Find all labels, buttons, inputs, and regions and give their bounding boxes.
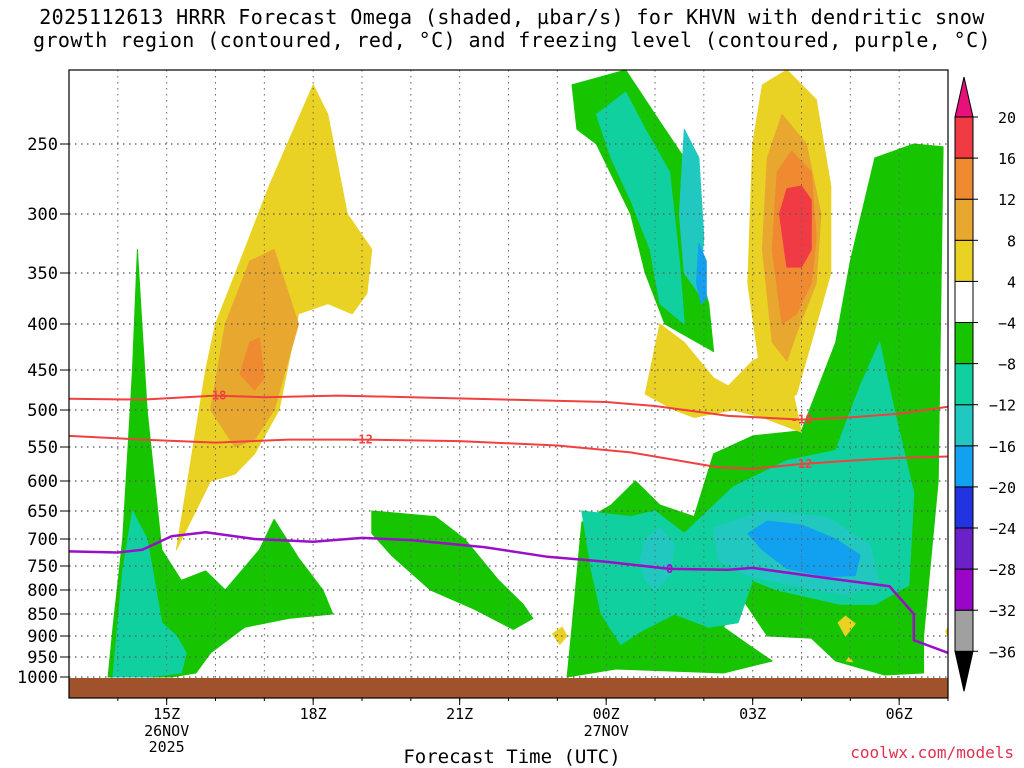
watermark-link[interactable]: coolwx.com/models (850, 743, 1014, 762)
colorbar-swatch--36 (954, 609, 974, 652)
colorbar-swatch--12 (954, 363, 974, 406)
colorbar-label--20: −20 (989, 479, 1016, 497)
colorbar-swatch--16 (954, 404, 974, 447)
colorbar-label--24: −24 (989, 520, 1016, 538)
y-tick-label-650: 650 (27, 502, 58, 522)
colorbar-label--16: −16 (989, 438, 1016, 456)
colorbar-label-12: 12 (998, 191, 1016, 209)
contour-minus18 (69, 394, 948, 421)
colorbar-label--8: −8 (998, 356, 1016, 374)
y-tick-label-600: 600 (27, 472, 58, 492)
y-tick-label-450: 450 (27, 361, 58, 381)
x-sublabel-15Z-0: 26NOV (144, 722, 189, 740)
colorbar-swatch--20 (954, 445, 974, 488)
colorbar-swatch--32 (954, 568, 974, 611)
ground-strip (69, 678, 948, 698)
x-sublabel-15Z-1: 2025 (149, 738, 185, 756)
colorbar-swatch-12 (954, 157, 974, 200)
colorbar-label-4: 4 (1007, 273, 1016, 291)
x-tick-label-00Z: 00Z (593, 705, 620, 723)
x-tick-label-15Z: 15Z (153, 705, 180, 723)
colorbar-label--28: −28 (989, 561, 1016, 579)
colorbar-label-20: 20 (998, 109, 1016, 127)
chart-title: 2025112613 HRRR Forecast Omega (shaded, … (0, 6, 1024, 52)
y-tick-label-950: 950 (27, 648, 58, 668)
y-tick-label-250: 250 (27, 135, 58, 155)
y-tick-label-750: 750 (27, 557, 58, 577)
freezing-level-contour-label-0: 0 (666, 562, 673, 576)
colorbar-label-8: 8 (1007, 232, 1016, 250)
colorbar-swatch-4 (954, 239, 974, 282)
omega-region-21 (837, 615, 856, 637)
omega-region-5 (639, 527, 675, 591)
contour-minus12-label-0: -12 (351, 433, 373, 447)
omega-region-20 (551, 626, 568, 645)
y-tick-label-550: 550 (27, 438, 58, 458)
title-line-2: growth region (contoured, red, °C) and f… (33, 28, 991, 52)
x-tick-label-06Z: 06Z (886, 705, 913, 723)
y-tick-label-500: 500 (27, 401, 58, 421)
y-tick-label-1000: 1000 (17, 668, 58, 688)
omega-region-14 (239, 337, 265, 391)
colorbar-swatch--4 (954, 280, 974, 323)
colorbar-swatch--24 (954, 486, 974, 529)
y-tick-label-800: 800 (27, 581, 58, 601)
colorbar-swatch-16 (954, 116, 974, 159)
y-tick-label-350: 350 (27, 264, 58, 284)
contour-minus12 (69, 434, 948, 470)
y-tick-label-300: 300 (27, 205, 58, 225)
x-sublabel-00Z-0: 27NOV (584, 722, 629, 740)
colorbar-bottom-triangle (954, 650, 974, 692)
colorbar: −36 −32 −28 −24 −20 −16 −12 −8 −4 4 8 12 16 20 (954, 76, 1016, 692)
y-tick-label-400: 400 (27, 315, 58, 335)
contour-minus12-label-1: -12 (791, 457, 813, 471)
y-tick-label-900: 900 (27, 627, 58, 647)
colorbar-top-triangle (954, 76, 974, 118)
colorbar-swatch--8 (954, 322, 974, 365)
colorbar-label--36: −36 (989, 643, 1016, 661)
colorbar-label--12: −12 (989, 397, 1016, 415)
axes: 2503003504004505005506006507007508008509… (17, 135, 949, 756)
y-tick-label-850: 850 (27, 605, 58, 625)
temperature-contours: -18 -18 -12 -12 0 (69, 389, 948, 654)
colorbar-label--32: −32 (989, 602, 1016, 620)
grid-lines (69, 70, 949, 678)
x-tick-label-18Z: 18Z (300, 705, 327, 723)
omega-shading (69, 70, 948, 698)
omega-region-2 (371, 510, 534, 630)
omega-region-9 (595, 91, 685, 325)
title-line-1: 2025112613 HRRR Forecast Omega (shaded, … (39, 5, 985, 29)
x-tick-label-21Z: 21Z (446, 705, 473, 723)
freezing-level-contour (69, 531, 948, 654)
y-tick-label-700: 700 (27, 530, 58, 550)
colorbar-label-16: 16 (998, 150, 1016, 168)
colorbar-label--4: −4 (998, 315, 1016, 333)
omega-region-0 (107, 248, 334, 678)
contour-minus18-label-1: -18 (791, 413, 813, 427)
omega-region-22 (845, 656, 853, 663)
x-tick-label-03Z: 03Z (739, 705, 766, 723)
colorbar-swatch-8 (954, 198, 974, 241)
contour-minus18-label-0: -18 (205, 389, 227, 403)
x-axis-title: Forecast Time (UTC) (403, 746, 621, 768)
omega-region-19 (779, 185, 812, 268)
omega-region-1 (112, 510, 187, 678)
colorbar-swatch--28 (954, 527, 974, 570)
omega-region-11 (696, 243, 707, 305)
omega-region-7 (747, 520, 861, 578)
